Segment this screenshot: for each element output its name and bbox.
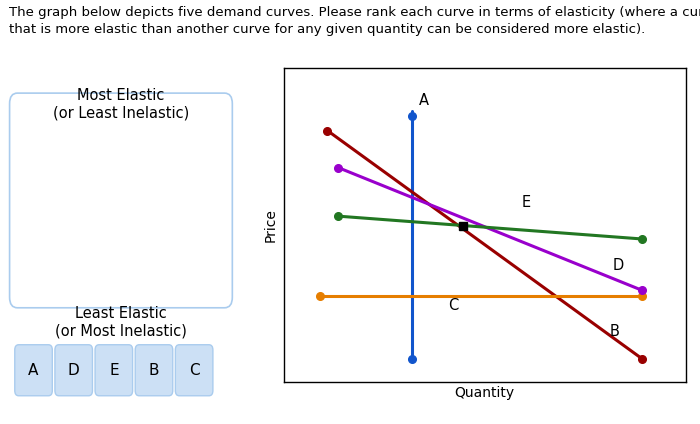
FancyBboxPatch shape	[10, 93, 232, 308]
Y-axis label: Price: Price	[264, 208, 278, 242]
Text: D: D	[612, 258, 624, 273]
Text: The graph below depicts five demand curves. Please rank each curve in terms of e: The graph below depicts five demand curv…	[9, 6, 700, 20]
FancyBboxPatch shape	[135, 345, 173, 396]
Text: C: C	[448, 298, 458, 313]
Text: B: B	[148, 363, 159, 378]
FancyBboxPatch shape	[15, 345, 52, 396]
Text: Most Elastic
(or Least Inelastic): Most Elastic (or Least Inelastic)	[52, 88, 189, 120]
Text: E: E	[522, 195, 531, 210]
Text: that is more elastic than another curve for any given quantity can be considered: that is more elastic than another curve …	[9, 23, 645, 36]
X-axis label: Quantity: Quantity	[455, 386, 514, 400]
Text: E: E	[109, 363, 118, 378]
Text: B: B	[609, 324, 619, 339]
Text: A: A	[419, 93, 429, 108]
Text: D: D	[68, 363, 80, 378]
FancyBboxPatch shape	[95, 345, 132, 396]
FancyBboxPatch shape	[175, 345, 213, 396]
Text: C: C	[189, 363, 199, 378]
Text: Least Elastic
(or Most Inelastic): Least Elastic (or Most Inelastic)	[55, 306, 187, 338]
Text: A: A	[29, 363, 38, 378]
FancyBboxPatch shape	[55, 345, 92, 396]
